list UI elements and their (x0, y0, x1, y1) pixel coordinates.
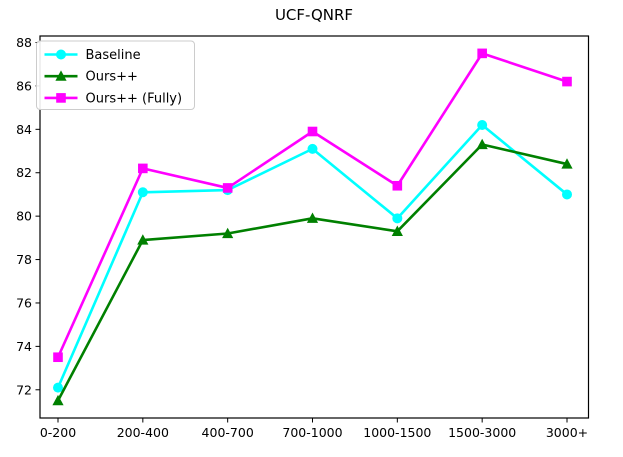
x-tick-label: 400-700 (202, 425, 254, 440)
y-tick-label: 74 (16, 339, 32, 354)
data-point-marker (138, 163, 148, 174)
chart-title: UCF-QNRF (275, 6, 353, 24)
data-point-marker (53, 352, 63, 363)
x-tick-label: 700-1000 (282, 425, 342, 440)
data-point-marker (561, 158, 573, 169)
y-tick-label: 86 (16, 78, 32, 93)
data-point-marker (391, 225, 403, 236)
legend-label: Ours++ (86, 70, 138, 85)
data-point-marker (53, 382, 63, 393)
legend-marker (56, 93, 66, 103)
x-tick-label: 0-200 (40, 425, 76, 440)
y-tick-label: 82 (16, 165, 32, 180)
data-point-marker (477, 119, 488, 130)
y-tick-label: 80 (16, 209, 32, 224)
data-point-marker (137, 187, 148, 198)
data-point-marker (137, 234, 149, 245)
data-point-marker (476, 138, 488, 150)
data-point-marker (562, 76, 572, 87)
y-tick-label: 88 (16, 35, 32, 50)
data-point-marker (562, 189, 572, 200)
series-line (56, 143, 569, 402)
data-point-marker (222, 183, 233, 193)
x-tick-label: 1000-1500 (363, 425, 431, 440)
data-point-marker (52, 394, 64, 406)
y-tick-label: 78 (16, 252, 32, 267)
data-point-marker (307, 143, 318, 154)
data-point-marker (306, 212, 319, 223)
data-point-marker (392, 180, 403, 191)
legend-label: Baseline (86, 48, 141, 63)
data-point-marker (307, 126, 318, 137)
plot-border (39, 35, 590, 419)
legend-box (36, 40, 195, 110)
legend-marker (55, 70, 67, 81)
y-tick-label: 72 (16, 382, 32, 397)
data-point-marker (392, 213, 403, 224)
data-point-marker (477, 48, 487, 59)
x-tick-label: 3000+ (546, 425, 588, 440)
y-tick-label: 84 (16, 122, 32, 137)
legend-label: Ours++ (Fully) (86, 91, 183, 106)
x-tick-label: 1500-3000 (448, 425, 516, 440)
legend-marker (56, 49, 66, 60)
x-tick-label: 200-400 (117, 425, 169, 440)
data-point-marker (222, 227, 234, 239)
y-tick-label: 76 (16, 295, 32, 310)
